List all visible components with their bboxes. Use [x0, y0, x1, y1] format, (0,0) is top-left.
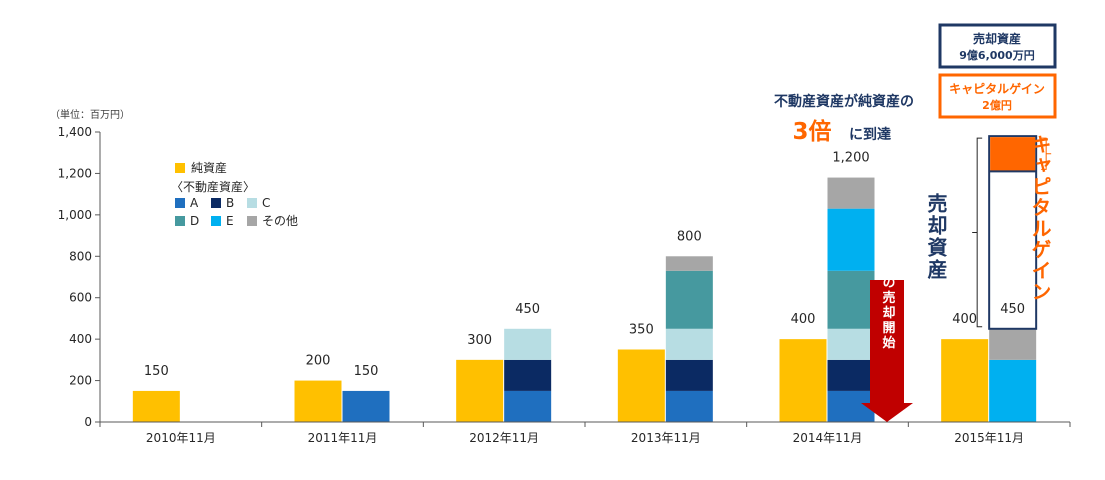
real-estate-total-label: 1,200 — [832, 151, 869, 166]
legend-label-D: D — [190, 214, 199, 228]
y-tick-label: 200 — [69, 374, 92, 388]
real-estate-segment-C — [827, 328, 875, 360]
y-tick-label: 1,400 — [58, 125, 92, 139]
real-estate-segment-B — [827, 359, 875, 391]
sale-box-frame — [938, 23, 1057, 69]
x-tick-label: 2013年11月 — [631, 431, 701, 445]
legend-swatch-E — [211, 216, 221, 226]
gain-box-title: キャピタルゲイン — [949, 81, 1045, 96]
legend-swatch-net-assets — [175, 163, 185, 173]
real-estate-segment-D — [665, 270, 713, 329]
sale-assets-brace — [972, 137, 983, 328]
sale-box: 売却資産 9億6,000万円 — [938, 23, 1057, 69]
real-estate-segment-A — [342, 390, 390, 422]
y-tick-label: 600 — [69, 291, 92, 305]
net-assets-bar — [617, 349, 665, 422]
x-tick-label: 2011年11月 — [308, 431, 378, 445]
net-assets-value-label: 400 — [791, 312, 816, 327]
x-tick-label: 2010年11月 — [146, 431, 216, 445]
y-tick-label: 1,000 — [58, 208, 92, 222]
labels-layer: 150 200 150 300 450 350 800 400 1,200 400 450 — [144, 151, 1025, 379]
net-assets-value-label: 200 — [306, 354, 331, 369]
net-assets-value-label: 300 — [467, 333, 492, 348]
net-assets-bar — [941, 339, 989, 422]
legend: 純資産〈不動産資産〉 A B C D E その他 — [171, 160, 298, 228]
headline-tail-text: に到達 — [849, 126, 891, 143]
x-tick-label: 2014年11月 — [793, 431, 863, 445]
bars-layer — [132, 135, 1052, 422]
real-estate-segment-A — [665, 390, 713, 422]
real-estate-segment-D — [827, 270, 875, 329]
real-estate-total-label: 450 — [1000, 302, 1025, 317]
real-estate-segment-other — [989, 328, 1037, 360]
net-assets-bar — [294, 380, 342, 422]
legend-swatch-A — [175, 198, 185, 208]
real-estate-total-label: 450 — [515, 302, 540, 317]
net-assets-bar — [132, 390, 180, 422]
legend-label-other: その他 — [262, 214, 298, 228]
gain-box-frame — [938, 73, 1057, 119]
legend-label-B: B — [226, 196, 234, 210]
multiple-text: 3倍 — [792, 118, 831, 145]
legend-swatch-other — [247, 216, 257, 226]
gain-box: キャピタルゲイン 2億円 — [938, 73, 1057, 119]
legend-swatch-D — [175, 216, 185, 226]
net-assets-bar — [779, 339, 827, 422]
legend-label-C: C — [262, 196, 270, 210]
y-tick-label: 400 — [69, 332, 92, 346]
real-estate-total-label: 800 — [677, 229, 702, 244]
real-estate-segment-B — [665, 359, 713, 391]
sale-start-arrow: 資産の売却開始 — [861, 245, 913, 422]
legend-group-title: 〈不動産資産〉 — [171, 179, 255, 194]
headline-top-text: 不動産資産が純資産の — [774, 93, 914, 110]
capital-gain-brace — [1041, 137, 1052, 170]
real-estate-total-label: 150 — [354, 364, 379, 379]
legend-swatch-B — [211, 198, 221, 208]
real-estate-segment-E — [827, 208, 875, 271]
sale-box-title: 売却資産 — [973, 31, 1021, 46]
net-assets-value-label: 150 — [144, 364, 169, 379]
sale-start-arrow-shape — [861, 280, 913, 422]
capital-gain-segment — [990, 137, 1036, 172]
legend-label-net-assets: 純資産 — [191, 160, 227, 175]
sale-start-text: 資産の売却開始 — [880, 245, 896, 351]
net-assets-value-label: 400 — [952, 312, 977, 327]
capital-gain-vertical-text: キャピタルゲイン — [1028, 134, 1052, 302]
headline-annotation: 不動産資産が純資産の 3倍 に到達 — [774, 93, 914, 145]
y-tick-label: 1,200 — [58, 166, 92, 180]
y-tick-label: 800 — [69, 249, 92, 263]
x-tick-label: 2015年11月 — [954, 431, 1024, 445]
real-estate-segment-C — [504, 328, 552, 360]
legend-label-A: A — [190, 196, 199, 210]
unit-label: （単位：百万円） — [50, 108, 130, 121]
real-estate-segment-B — [504, 359, 552, 391]
real-estate-segment-E — [989, 359, 1037, 422]
sale-assets-vertical-text: 売却資産 — [924, 193, 948, 281]
axes-layer: （単位：百万円） 0 200 400 600 800 1,000 1,200 1,400 201… — [50, 108, 1071, 445]
net-assets-value-label: 350 — [629, 323, 654, 338]
real-estate-segment-A — [504, 390, 552, 422]
legend-swatch-C — [247, 198, 257, 208]
legend-label-E: E — [226, 214, 234, 228]
real-estate-segment-other — [665, 256, 713, 271]
y-tick-label: 0 — [84, 415, 92, 429]
real-estate-segment-other — [827, 177, 875, 209]
real-estate-segment-C — [665, 328, 713, 360]
x-tick-label: 2012年11月 — [469, 431, 539, 445]
sale-box-value: 9億6,000万円 — [959, 48, 1034, 62]
net-assets-bar — [456, 359, 504, 422]
gain-box-value: 2億円 — [982, 98, 1012, 112]
